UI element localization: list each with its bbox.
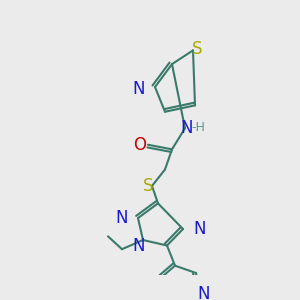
Text: N: N: [116, 209, 128, 227]
Text: S: S: [143, 177, 153, 195]
Text: -H: -H: [191, 121, 205, 134]
Text: N: N: [198, 285, 210, 300]
Text: O: O: [134, 136, 146, 154]
Text: S: S: [192, 40, 202, 58]
Text: N: N: [193, 220, 206, 238]
Text: N: N: [133, 80, 145, 98]
Text: N: N: [181, 119, 193, 137]
Text: N: N: [133, 237, 145, 255]
